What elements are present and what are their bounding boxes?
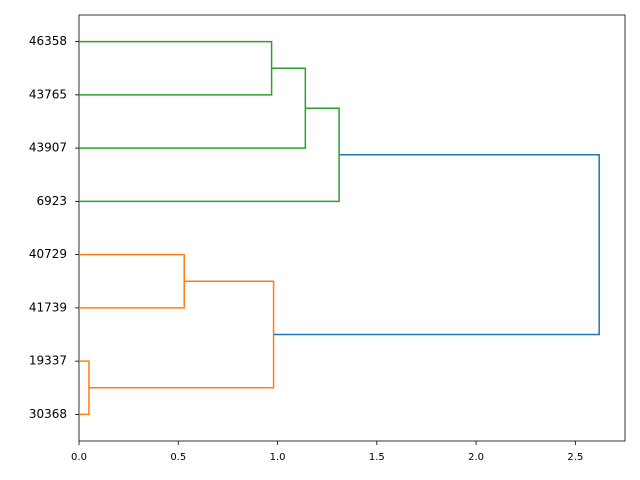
plot-frame [78,14,626,442]
x-tick-label: 2.5 [567,452,583,463]
leaf-label: 43907 [29,141,67,155]
x-tick-label: 0.0 [71,452,87,463]
leaf-label: 41739 [29,300,67,314]
leaf-label: 40729 [29,247,67,261]
dendrogram-link [79,40,273,96]
dendrogram-link [273,154,600,336]
dendrogram-link [79,253,185,309]
dendrogram-link [88,280,275,389]
dendrogram-link [79,360,90,416]
x-tick-label: 1.5 [369,452,385,463]
x-tick-label: 1.0 [270,452,286,463]
leaf-label: 30368 [29,407,67,421]
leaf-label: 46358 [29,34,67,48]
dendrogram-link [79,107,340,203]
leaf-label: 43765 [29,87,67,101]
leaf-label: 19337 [29,354,67,368]
x-tick-label: 0.5 [170,452,186,463]
leaf-label: 6923 [36,194,67,208]
x-tick-label: 2.0 [468,452,484,463]
